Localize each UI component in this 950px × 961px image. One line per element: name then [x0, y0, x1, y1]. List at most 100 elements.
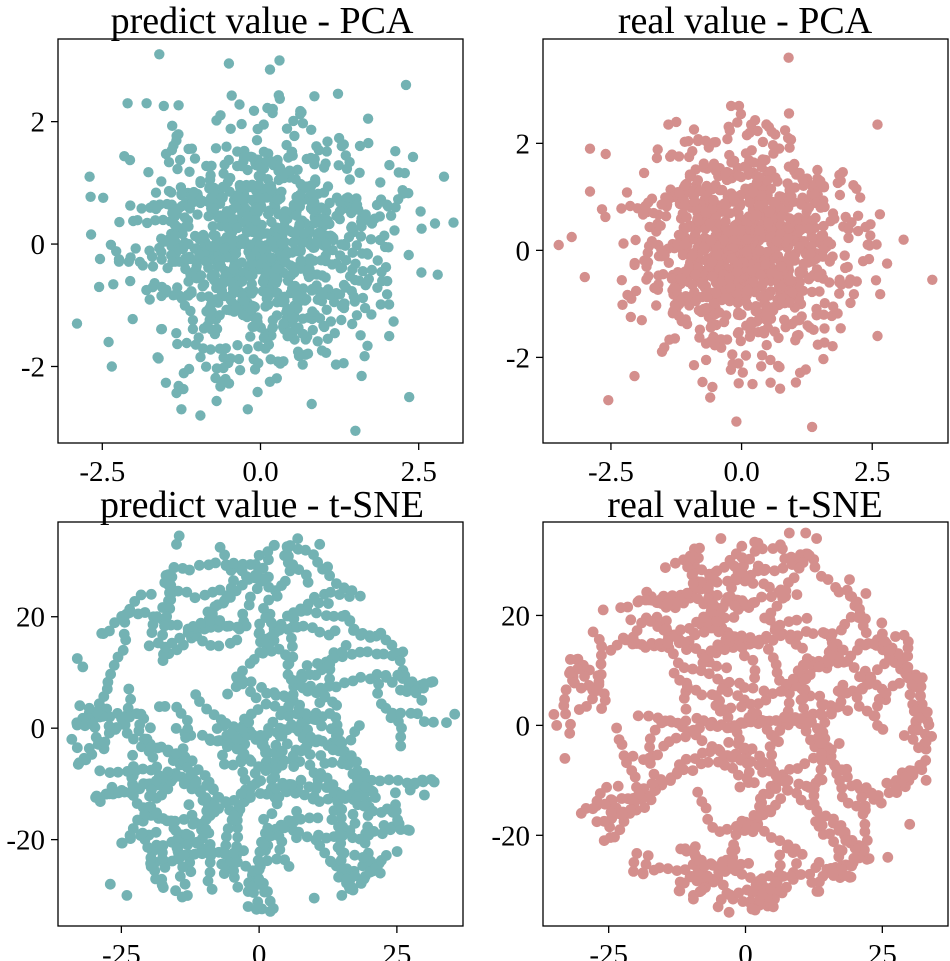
data-point	[350, 425, 361, 436]
data-point	[364, 673, 376, 685]
data-point	[278, 690, 290, 702]
data-point	[629, 259, 640, 271]
data-point	[292, 533, 304, 545]
data-point	[640, 859, 652, 870]
data-point	[127, 782, 139, 793]
data-point	[240, 860, 252, 872]
data-point	[208, 229, 219, 241]
data-point	[705, 235, 717, 246]
data-point	[670, 557, 681, 569]
data-point	[798, 702, 809, 714]
data-point	[257, 573, 269, 585]
data-point	[617, 299, 628, 310]
data-point	[182, 715, 193, 726]
data-point	[311, 269, 323, 280]
data-point	[391, 846, 403, 857]
data-point	[127, 313, 138, 325]
data-point	[336, 314, 347, 326]
data-point	[682, 681, 693, 692]
data-point	[286, 146, 297, 158]
data-point	[812, 164, 823, 176]
data-point	[749, 545, 761, 557]
data-point	[774, 383, 786, 394]
data-point	[312, 336, 323, 347]
data-point	[884, 644, 896, 656]
data-point	[323, 598, 334, 609]
data-point	[266, 216, 277, 228]
data-point	[679, 843, 691, 855]
data-point	[292, 164, 303, 175]
data-point	[611, 639, 623, 651]
data-point	[770, 715, 782, 726]
data-point	[639, 802, 650, 813]
data-point	[725, 100, 737, 112]
data-point	[696, 796, 708, 807]
y-tick-label: 20	[16, 602, 45, 634]
data-point	[383, 774, 395, 786]
data-point	[597, 604, 609, 616]
data-point	[371, 648, 383, 660]
data-point	[206, 160, 217, 171]
data-point	[785, 629, 796, 641]
data-point	[344, 174, 355, 185]
data-point	[147, 261, 159, 272]
data-point	[113, 256, 125, 267]
data-point	[282, 331, 293, 342]
data-point	[668, 667, 680, 679]
data-point	[354, 590, 366, 602]
data-point	[637, 867, 649, 879]
data-point	[816, 755, 828, 767]
data-point	[828, 836, 839, 848]
data-point	[325, 586, 336, 598]
data-point	[103, 720, 115, 732]
data-point	[564, 727, 576, 739]
data-point	[656, 245, 667, 256]
data-point	[225, 276, 236, 288]
data-point	[375, 177, 386, 188]
y-tick-label: 2	[31, 107, 46, 139]
data-point	[310, 669, 322, 681]
data-point	[853, 612, 865, 623]
data-point	[287, 312, 298, 324]
data-point	[646, 778, 658, 789]
data-point	[245, 755, 257, 767]
data-point	[211, 395, 222, 407]
data-point	[565, 654, 576, 665]
data-point	[309, 159, 320, 170]
data-point	[747, 654, 759, 666]
data-point	[278, 356, 289, 367]
data-point	[767, 688, 779, 699]
data-point	[736, 868, 748, 880]
data-point	[327, 244, 338, 256]
data-point	[722, 133, 733, 145]
data-point	[381, 199, 393, 210]
data-point	[680, 731, 691, 743]
data-point	[228, 575, 239, 586]
data-point	[649, 282, 660, 294]
data-point	[656, 346, 668, 357]
data-point	[800, 527, 812, 539]
data-point	[781, 881, 792, 893]
data-point	[289, 267, 300, 278]
data-point	[906, 679, 918, 691]
data-point	[894, 677, 905, 689]
data-point	[758, 685, 770, 697]
data-point	[261, 855, 273, 867]
data-point	[688, 124, 700, 135]
data-point	[643, 710, 654, 722]
data-point	[266, 156, 277, 167]
data-point	[255, 162, 266, 174]
data-point	[322, 181, 334, 192]
data-point	[335, 846, 347, 857]
data-point	[239, 295, 250, 306]
data-point	[339, 677, 350, 689]
x-tick-label: -25	[589, 939, 628, 961]
data-point	[235, 182, 246, 193]
data-point	[365, 234, 377, 245]
data-point	[700, 338, 712, 349]
data-point	[301, 605, 313, 616]
data-point	[843, 224, 854, 235]
data-point	[104, 878, 116, 890]
data-point	[232, 822, 243, 834]
